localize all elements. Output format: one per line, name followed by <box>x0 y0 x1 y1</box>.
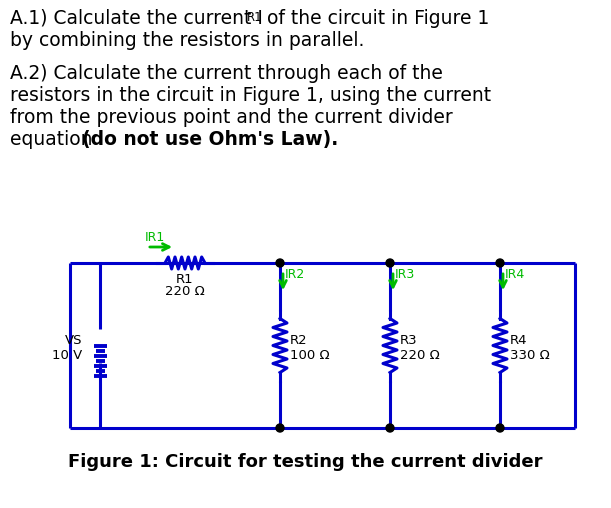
Text: VS: VS <box>65 334 82 347</box>
Text: (do not use Ohm's Law).: (do not use Ohm's Law). <box>82 130 338 149</box>
Text: R3: R3 <box>400 334 418 347</box>
Text: IR1: IR1 <box>145 231 165 244</box>
Text: 220 Ω: 220 Ω <box>400 349 440 362</box>
Text: R1: R1 <box>247 11 263 24</box>
Text: 100 Ω: 100 Ω <box>290 349 329 362</box>
Text: resistors in the circuit in Figure 1, using the current: resistors in the circuit in Figure 1, us… <box>10 86 491 105</box>
Text: R4: R4 <box>510 334 527 347</box>
Text: IR4: IR4 <box>505 268 525 281</box>
Text: by combining the resistors in parallel.: by combining the resistors in parallel. <box>10 31 364 50</box>
Text: A.2) Calculate the current through each of the: A.2) Calculate the current through each … <box>10 64 443 83</box>
Circle shape <box>496 259 504 267</box>
Circle shape <box>496 424 504 432</box>
Text: 10 V: 10 V <box>52 349 82 362</box>
Text: IR3: IR3 <box>395 268 415 281</box>
Text: equation: equation <box>10 130 98 149</box>
Circle shape <box>386 424 394 432</box>
Text: 220 Ω: 220 Ω <box>165 285 205 298</box>
Text: from the previous point and the current divider: from the previous point and the current … <box>10 108 453 127</box>
Text: 330 Ω: 330 Ω <box>510 349 550 362</box>
Text: Figure 1: Circuit for testing the current divider: Figure 1: Circuit for testing the curren… <box>68 453 542 471</box>
Circle shape <box>386 259 394 267</box>
Text: A.1) Calculate the current I: A.1) Calculate the current I <box>10 9 263 28</box>
Text: IR2: IR2 <box>285 268 306 281</box>
Text: R2: R2 <box>290 334 307 347</box>
Text: of the circuit in Figure 1: of the circuit in Figure 1 <box>261 9 489 28</box>
Circle shape <box>276 259 284 267</box>
Circle shape <box>276 424 284 432</box>
Text: R1: R1 <box>176 273 194 286</box>
